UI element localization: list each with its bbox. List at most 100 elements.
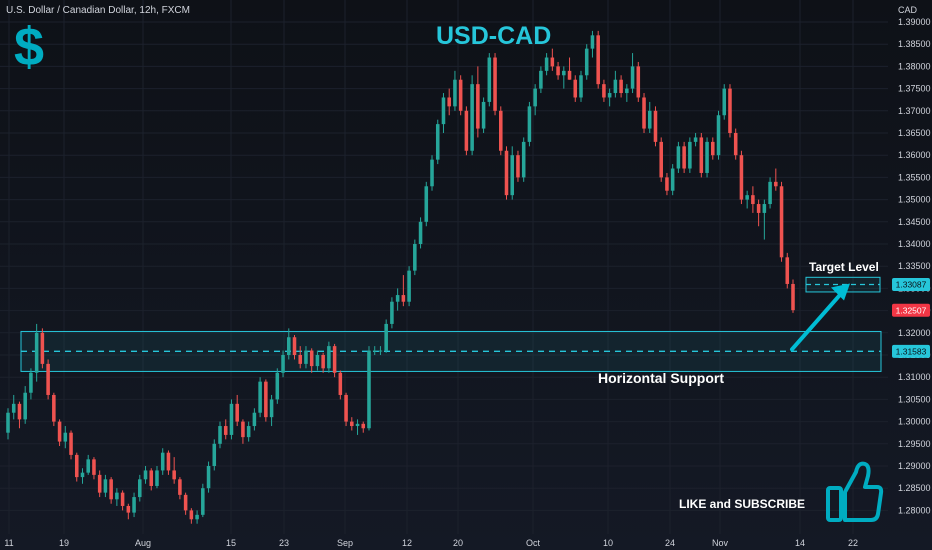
candle xyxy=(693,133,698,147)
candle xyxy=(762,199,767,240)
candle-body xyxy=(309,350,314,367)
candle xyxy=(498,106,503,156)
candle xyxy=(562,66,566,89)
candle-body xyxy=(573,79,578,98)
price-axis[interactable]: CAD 1.39000 1.38500 1.38000 1.37500 1.37000 1.… xyxy=(892,5,931,515)
price-tick-label: 1.32000 xyxy=(898,328,931,338)
candle-body xyxy=(774,181,778,187)
price-tick-label: 1.28500 xyxy=(898,483,931,493)
candle xyxy=(653,106,658,147)
candle-body xyxy=(533,88,537,107)
candle xyxy=(395,288,400,311)
symbol-label[interactable]: U.S. Dollar / Canadian Dollar, 12h, FXCM xyxy=(6,5,190,16)
candle-body xyxy=(590,35,595,49)
candle-body xyxy=(206,466,211,489)
candle xyxy=(602,79,606,102)
candle-body xyxy=(733,133,738,156)
candle-body xyxy=(321,355,325,369)
candle xyxy=(705,137,709,178)
candle-body xyxy=(401,295,406,302)
candle xyxy=(309,348,314,373)
candle xyxy=(779,181,784,262)
candle xyxy=(533,84,537,116)
candle-body xyxy=(516,155,520,178)
candle-body xyxy=(487,57,492,102)
candle xyxy=(579,70,583,102)
candle-body xyxy=(418,221,423,244)
candle-body xyxy=(705,141,709,173)
candle-body xyxy=(539,70,543,89)
candle xyxy=(298,346,303,369)
candle-body xyxy=(722,88,727,116)
candle-body xyxy=(390,301,394,324)
candle-body xyxy=(241,421,245,438)
candle xyxy=(109,477,113,504)
time-axis[interactable]: 11 19 Aug 15 23 Sep 12 20 Oct 10 24 Nov 14 22 xyxy=(4,538,858,548)
candle xyxy=(510,146,515,200)
candle xyxy=(413,239,417,276)
grid xyxy=(0,0,888,534)
candle-body xyxy=(424,186,429,222)
target-arrow-icon xyxy=(831,283,850,301)
candle xyxy=(418,217,423,249)
candle xyxy=(785,252,790,289)
candle-body xyxy=(264,381,268,418)
candle-body xyxy=(97,474,102,493)
candle-body xyxy=(189,510,194,520)
candle xyxy=(481,97,486,133)
candle xyxy=(344,392,348,427)
candle-body xyxy=(338,372,343,395)
candle-body xyxy=(711,141,715,156)
overlay xyxy=(790,283,850,352)
price-tick-label: 1.29000 xyxy=(898,461,931,471)
candle-body xyxy=(275,372,280,400)
candle-body xyxy=(699,137,704,173)
candle xyxy=(670,164,675,196)
candle-body xyxy=(344,394,348,422)
candle xyxy=(487,53,492,107)
candle xyxy=(143,466,148,484)
candle-body xyxy=(269,399,274,418)
candle xyxy=(223,419,228,440)
candle-body xyxy=(235,403,239,422)
candle xyxy=(407,266,411,307)
candle xyxy=(739,150,744,205)
candle xyxy=(430,155,434,191)
candle-body xyxy=(498,110,503,151)
price-tick-label: 1.29500 xyxy=(898,439,931,449)
candle xyxy=(435,119,440,165)
candle-body xyxy=(115,492,119,500)
time-tick-label: 14 xyxy=(795,538,805,548)
candle-body xyxy=(126,505,131,513)
candle xyxy=(34,323,39,382)
candle-body xyxy=(441,97,446,125)
time-tick-label: Nov xyxy=(712,538,729,548)
candle xyxy=(619,75,623,98)
candle xyxy=(172,457,176,484)
candle-body xyxy=(378,350,383,352)
candle-body xyxy=(447,97,451,107)
candle xyxy=(29,368,33,400)
candle xyxy=(768,177,772,209)
candle-body xyxy=(676,146,681,169)
price-axis-currency: CAD xyxy=(898,5,918,15)
candle-body xyxy=(779,186,784,258)
candle-body xyxy=(327,346,331,369)
candle xyxy=(751,186,755,213)
candle-body xyxy=(395,295,400,302)
candle xyxy=(258,377,262,418)
candle xyxy=(596,30,600,89)
candle xyxy=(183,492,188,515)
candle-body xyxy=(716,115,721,156)
candle-body xyxy=(143,470,148,480)
candle-body xyxy=(109,479,113,500)
chart-title: USD-CAD xyxy=(436,22,552,50)
candle-body xyxy=(476,84,480,129)
candle-body xyxy=(172,470,176,480)
candle-body xyxy=(350,421,354,427)
candle-body xyxy=(688,141,692,169)
candle-body xyxy=(63,432,68,442)
candle-body xyxy=(464,110,469,151)
